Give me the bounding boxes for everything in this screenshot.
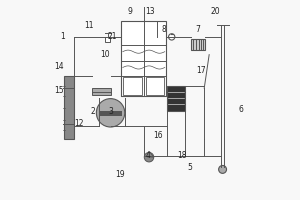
Text: 17: 17	[196, 66, 206, 75]
Text: 20: 20	[210, 7, 220, 16]
Text: 13: 13	[145, 7, 155, 16]
Text: 21: 21	[108, 32, 117, 41]
Bar	[191, 39, 205, 50]
Bar	[99, 111, 122, 116]
Text: 7: 7	[195, 24, 200, 33]
Text: 15: 15	[55, 86, 64, 95]
Text: 16: 16	[153, 131, 163, 140]
Bar	[122, 21, 166, 96]
Bar	[123, 77, 142, 95]
Bar	[92, 88, 111, 95]
Text: 6: 6	[238, 105, 243, 114]
Text: 8: 8	[161, 24, 166, 33]
Text: 11: 11	[84, 21, 94, 30]
Bar	[105, 37, 110, 42]
Bar	[167, 86, 185, 111]
Text: 3: 3	[108, 107, 113, 116]
Bar	[64, 76, 74, 139]
Circle shape	[219, 165, 226, 173]
Text: 1: 1	[60, 32, 64, 41]
Circle shape	[144, 152, 154, 162]
Text: 5: 5	[187, 163, 192, 172]
Text: 4: 4	[146, 151, 151, 160]
Text: 9: 9	[128, 7, 133, 16]
Text: 2: 2	[90, 107, 95, 116]
Bar	[146, 77, 164, 95]
Text: 10: 10	[100, 50, 110, 59]
Text: 19: 19	[116, 170, 125, 179]
Text: 14: 14	[55, 62, 64, 71]
Circle shape	[169, 34, 175, 40]
Text: 12: 12	[74, 119, 84, 128]
Text: 18: 18	[177, 151, 186, 160]
Circle shape	[96, 99, 125, 127]
